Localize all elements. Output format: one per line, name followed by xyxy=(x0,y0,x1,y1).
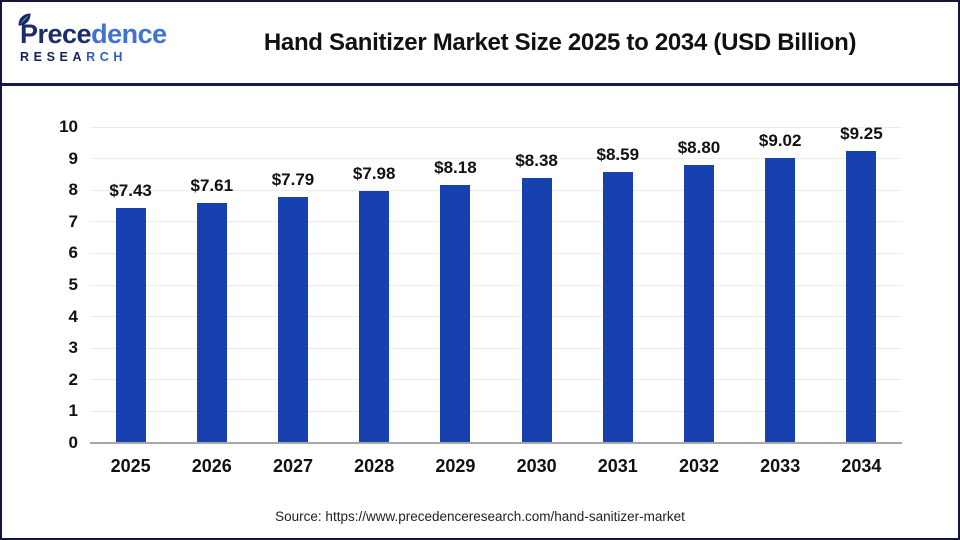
y-axis-tick-label: 1 xyxy=(68,401,78,421)
y-axis-tick-label: 4 xyxy=(68,306,78,326)
bar xyxy=(521,178,552,442)
y-axis-tick-label: 6 xyxy=(68,243,78,263)
gridline xyxy=(90,379,902,381)
x-axis-tick-label: 2029 xyxy=(435,456,476,476)
bar xyxy=(115,208,146,442)
x-axis-tick-label: 2028 xyxy=(354,456,395,476)
y-axis-tick-label: 0 xyxy=(68,433,78,452)
bar xyxy=(765,157,796,442)
bar xyxy=(602,171,633,442)
bar-value-label: $7.61 xyxy=(190,175,234,195)
bar-chart: 0 1 2 3 4 5 6 7 8 9 10 $7.43 2025 $7.61 2026 $7.79 2027 $… xyxy=(2,89,958,538)
y-axis-tick-label: 10 xyxy=(59,117,78,136)
logo-wordmark: Precedence xyxy=(18,13,174,50)
y-axis-tick-label: 2 xyxy=(68,369,78,389)
page-title: Hand Sanitizer Market Size 2025 to 2034 … xyxy=(263,28,857,56)
y-axis-tick-label: 3 xyxy=(68,338,78,358)
gridline xyxy=(90,158,902,160)
gridline xyxy=(90,316,902,318)
x-axis-tick-label: 2025 xyxy=(110,456,151,476)
bar xyxy=(278,196,308,442)
bar xyxy=(359,190,390,442)
bar-value-label: $8.38 xyxy=(515,151,558,171)
bar-value-label: $8.18 xyxy=(434,157,477,177)
y-axis-tick-label: 7 xyxy=(68,211,78,231)
bar xyxy=(196,202,227,442)
bar-value-label: $8.80 xyxy=(677,137,721,157)
bar xyxy=(846,150,877,442)
bar-value-label: $7.79 xyxy=(271,169,315,189)
x-axis-tick-label: 2031 xyxy=(597,456,638,476)
logo-subtitle: RESEARCH xyxy=(20,51,174,64)
gridline xyxy=(90,189,902,191)
bar-value-label: $9.02 xyxy=(758,130,802,150)
logo-text-part2: dence xyxy=(91,19,167,50)
logo-subtitle-part2: RCH xyxy=(86,50,127,65)
x-axis-tick-label: 2030 xyxy=(516,456,557,476)
x-axis-tick-label: 2027 xyxy=(272,456,314,476)
bar-value-label: $8.59 xyxy=(596,144,640,164)
y-axis-tick-label: 8 xyxy=(68,180,78,200)
bar-value-label: $7.98 xyxy=(352,163,396,183)
logo-subtitle-part1: RESEA xyxy=(20,50,87,65)
bar xyxy=(440,184,471,442)
x-axis-tick-label: 2033 xyxy=(760,456,801,476)
x-axis-line xyxy=(90,442,902,444)
bar-value-label: $9.25 xyxy=(840,123,883,143)
y-axis-tick-label: 5 xyxy=(68,275,78,294)
x-axis-tick-label: 2032 xyxy=(678,456,720,476)
bar-value-label: $7.43 xyxy=(109,181,152,201)
gridline xyxy=(90,126,902,128)
bar xyxy=(684,164,714,442)
header: Precedence RESEARCH Hand Sanitizer Marke… xyxy=(2,2,958,86)
gridline xyxy=(90,410,902,412)
source-citation: Source: https://www.precedenceresearch.c… xyxy=(275,509,685,524)
x-axis-tick-label: 2034 xyxy=(841,456,882,476)
x-axis-tick-label: 2026 xyxy=(191,456,232,476)
gridline xyxy=(90,221,902,223)
gridline xyxy=(90,347,902,349)
logo-text-part1: Prece xyxy=(20,19,92,50)
precedence-research-logo: Precedence RESEARCH xyxy=(2,13,174,64)
gridline xyxy=(90,284,902,286)
gridline xyxy=(90,252,902,254)
y-axis-tick-label: 9 xyxy=(68,148,78,168)
leaf-icon xyxy=(18,13,31,26)
